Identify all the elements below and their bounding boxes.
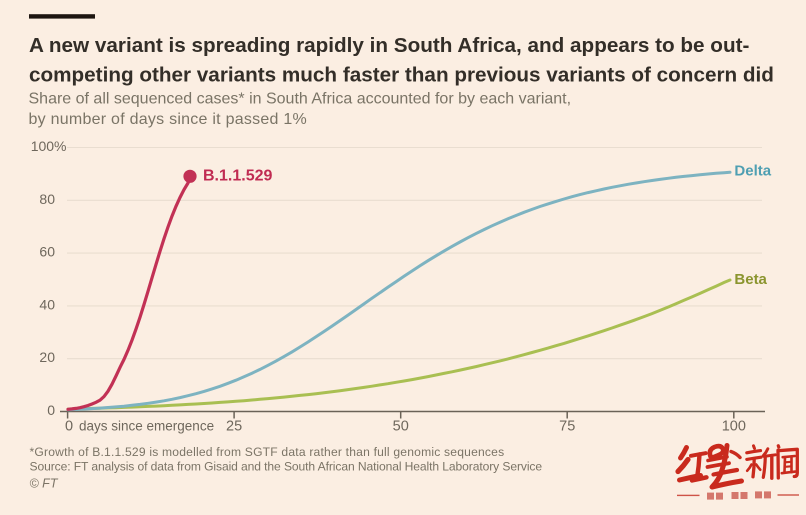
svg-text:40: 40 [39, 296, 55, 312]
svg-text:100%: 100% [31, 138, 67, 154]
svg-text:50: 50 [393, 419, 409, 435]
svg-text:25: 25 [226, 419, 242, 435]
svg-text:20: 20 [39, 349, 55, 365]
svg-text:80: 80 [39, 191, 55, 207]
svg-text:75: 75 [559, 419, 575, 435]
svg-text:Share of all sequenced cases*: Share of all sequenced cases* in South A… [29, 91, 572, 108]
svg-text:competing other variants much: competing other variants much faster tha… [29, 64, 774, 87]
svg-text:A new variant is spreading rap: A new variant is spreading rapidly in So… [29, 34, 749, 57]
svg-text:days since emergence: days since emergence [79, 419, 214, 434]
svg-text:by number of days since it pas: by number of days since it passed 1% [29, 111, 307, 128]
svg-text:B.1.1.529: B.1.1.529 [203, 167, 272, 184]
svg-text:100: 100 [722, 419, 746, 435]
svg-text:0: 0 [65, 419, 73, 435]
svg-text:Beta: Beta [734, 271, 767, 288]
svg-text:0: 0 [47, 402, 55, 418]
svg-text:© FT: © FT [30, 477, 59, 491]
svg-text:60: 60 [39, 244, 55, 260]
svg-text:Source: FT analysis of data fr: Source: FT analysis of data from Gisaid … [30, 460, 543, 474]
svg-text:Delta: Delta [734, 163, 771, 180]
svg-text:*Growth of B.1.1.529 is modell: *Growth of B.1.1.529 is modelled from SG… [30, 445, 505, 459]
